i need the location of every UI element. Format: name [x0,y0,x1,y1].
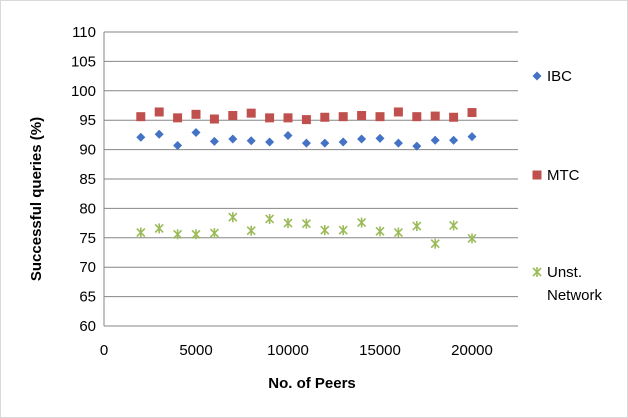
data-point [154,223,164,234]
data-point [283,218,293,229]
data-point [375,226,385,237]
y-tick-label: 100 [71,83,96,100]
data-point [357,110,367,120]
data-point [301,115,311,125]
data-points [136,107,477,249]
data-point [430,238,440,249]
y-tick-label: 90 [79,142,96,159]
data-point [283,113,293,123]
x-tick-label: 20000 [451,342,493,359]
data-point [449,135,459,145]
data-point [246,108,256,118]
legend-item: MTC [532,167,580,184]
data-point [154,107,164,117]
y-tick-label: 65 [79,289,96,306]
data-point [467,233,477,244]
data-point [136,132,146,142]
data-point [430,111,440,121]
legend-item: Unst. Network [532,264,603,304]
data-point [154,129,164,139]
data-point [412,112,422,122]
x-axis-title: No. of Peers [268,375,356,392]
data-point [265,213,275,224]
data-point [357,217,367,228]
series-mtc [136,107,477,125]
data-point [228,212,238,223]
data-point [430,135,440,145]
y-tick-label: 85 [79,171,96,188]
data-point [265,113,275,123]
data-point [393,227,403,238]
series-ibc [136,128,477,151]
data-point [393,107,403,117]
y-tick-label: 80 [79,200,96,217]
data-point [338,112,348,122]
y-tick-label: 105 [71,53,96,70]
data-point [173,140,183,150]
data-point [412,141,422,151]
legend-label: Unst. Network [547,264,603,304]
data-point [449,220,459,231]
data-point [301,138,311,148]
data-point [375,133,385,143]
x-tick-label: 0 [100,342,108,359]
data-point [283,130,293,140]
data-point [136,112,146,122]
axes [103,32,518,327]
data-point [265,137,275,147]
y-tick-labels: 60 65 70 75 80 85 90 95 100 105 110 [71,24,96,335]
data-point [320,225,330,236]
data-point [467,108,477,118]
data-point [246,225,256,236]
data-point [301,218,311,229]
y-tick-label: 110 [72,24,96,41]
legend-marker [532,71,542,81]
data-point [375,112,385,122]
data-point [191,128,201,138]
y-tick-label: 60 [79,318,96,335]
data-point [191,109,201,119]
x-tick-label: 10000 [267,342,309,359]
data-point [320,112,330,122]
data-point [136,227,146,238]
data-point [228,110,238,120]
x-tick-labels: 0 5000 10000 15000 20000 [100,342,493,359]
data-point [393,138,403,148]
x-tick-label: 5000 [179,342,212,359]
data-point [357,134,367,144]
y-tick-label: 95 [79,112,96,129]
data-point [191,229,201,240]
legend-label: MTC [547,167,580,184]
data-point [412,221,422,232]
y-tick-label: 75 [79,230,96,247]
data-point [209,114,219,124]
data-point [209,228,219,239]
data-point [467,132,477,142]
data-point [338,225,348,236]
legend-label: IBC [547,68,572,85]
data-point [228,134,238,144]
legend-marker [532,267,542,277]
data-point [209,136,219,146]
data-point [173,113,183,123]
series-unst-network [136,212,477,249]
x-tick-label: 15000 [359,342,401,359]
y-axis-title: Successful queries (%) [28,117,45,281]
legend: IBC MTC Unst. Network [532,68,603,304]
data-point [338,137,348,147]
data-point [449,112,459,122]
data-point [173,229,183,240]
data-point [246,136,256,146]
y-tick-label: 70 [79,259,96,276]
legend-item: IBC [532,68,572,85]
legend-marker [532,170,542,180]
gridlines [104,31,518,298]
data-point [320,138,330,148]
